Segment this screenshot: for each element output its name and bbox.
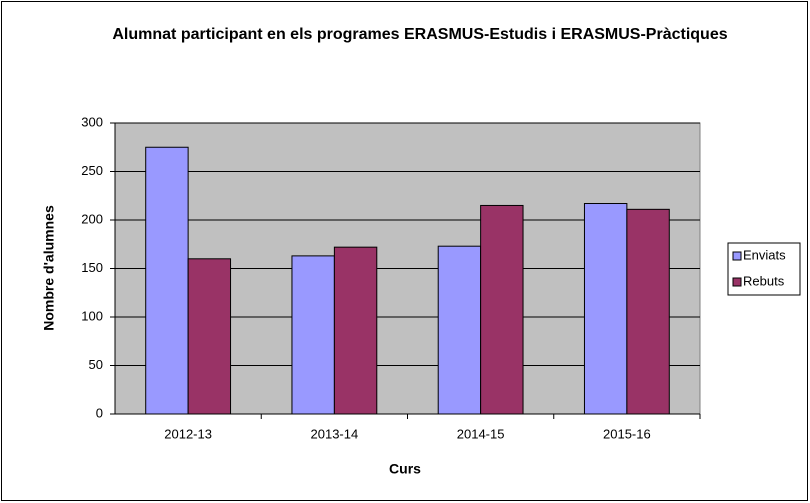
y-tick-label: 50	[89, 357, 103, 372]
legend-swatch	[732, 251, 742, 261]
x-axis-label: Curs	[389, 461, 421, 477]
bar	[333, 246, 378, 415]
bar	[145, 146, 189, 415]
bar	[626, 208, 670, 415]
y-tick-label: 200	[81, 211, 103, 226]
x-tick-label: 2012-13	[164, 426, 212, 441]
x-tick-label: 2013-14	[311, 426, 359, 441]
bar	[480, 204, 524, 415]
x-tick-label: 2014-15	[457, 426, 505, 441]
y-tick-label: 250	[81, 163, 103, 178]
y-axis-label: Nombre d'alumnes	[41, 205, 57, 331]
y-tick-label: 300	[81, 114, 103, 129]
bar	[291, 255, 335, 415]
bar	[583, 203, 628, 415]
legend-label: Enviats	[743, 247, 786, 262]
legend-label: Rebuts	[743, 273, 785, 288]
y-tick-label: 100	[81, 308, 103, 323]
legend-swatch	[732, 277, 742, 287]
y-tick-label: 0	[96, 405, 103, 420]
chart-title: Alumnat participant en els programes ERA…	[112, 26, 728, 43]
bar	[437, 245, 482, 415]
y-tick-label: 150	[81, 260, 103, 275]
bar	[187, 258, 232, 415]
x-tick-label: 2015-16	[603, 426, 651, 441]
